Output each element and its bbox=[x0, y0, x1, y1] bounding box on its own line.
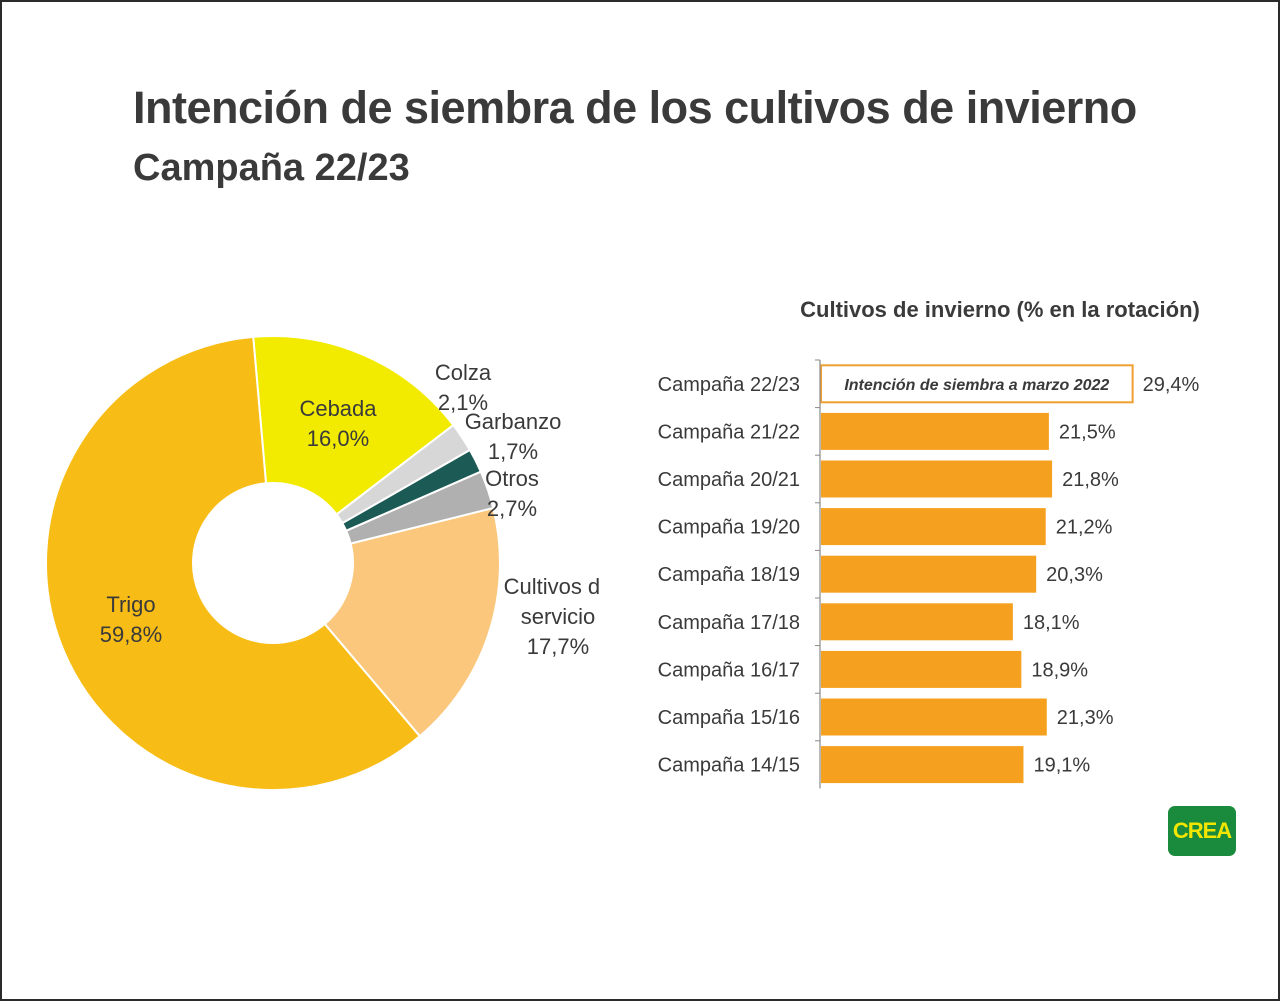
bar-value-label: 21,3% bbox=[1057, 707, 1114, 729]
bar bbox=[821, 746, 1024, 784]
category-label: Campaña 16/17 bbox=[658, 659, 800, 681]
bar bbox=[821, 650, 1022, 688]
bar-chart-title: Cultivos de invierno (% en la rotación) bbox=[800, 297, 1200, 322]
label-servicio: Cultivos de bbox=[504, 574, 600, 599]
bar-value-label: 21,2% bbox=[1056, 517, 1113, 539]
label-cebada: Cebada bbox=[299, 396, 377, 421]
category-label: Campaña 14/15 bbox=[658, 755, 800, 777]
category-label: Campaña 17/18 bbox=[658, 612, 800, 634]
label-servicio-1: servicio bbox=[521, 604, 596, 629]
crea-logo: CREA bbox=[1168, 806, 1236, 856]
value-cebada: 16,0% bbox=[307, 426, 369, 451]
slice-cebada bbox=[252, 335, 455, 516]
bar bbox=[821, 555, 1037, 593]
bar-chart: Cultivos de invierno (% en la rotación) C… bbox=[658, 297, 1200, 789]
donut-chart: Cebada 16,0% Colza 2,1%Garbanzo 1,7%Otros 2,7… bbox=[45, 335, 600, 791]
bar-highlight bbox=[820, 364, 1134, 404]
bar bbox=[821, 603, 1013, 641]
bar bbox=[821, 698, 1047, 736]
category-label: Campaña 21/22 bbox=[658, 421, 800, 443]
slice-servicio bbox=[323, 506, 501, 738]
category-label: Campaña 19/20 bbox=[658, 517, 800, 539]
value-servicio: 17,7% bbox=[527, 634, 589, 659]
label-otros: Otros bbox=[485, 466, 539, 491]
category-label: Campaña 15/16 bbox=[658, 707, 800, 729]
bar-value-label: 21,5% bbox=[1059, 421, 1116, 443]
bar-value-label: 18,9% bbox=[1031, 659, 1088, 681]
bar-value-label: 20,3% bbox=[1046, 564, 1103, 586]
crea-logo-text: CREA bbox=[1172, 818, 1232, 843]
bar-value-label: 29,4% bbox=[1143, 374, 1200, 396]
chart-subtitle: Campaña 22/23 bbox=[133, 147, 410, 189]
bar bbox=[821, 412, 1049, 450]
value-garbanzo: 1,7% bbox=[488, 439, 538, 464]
bar-highlight-text: Intención de siembra a marzo 2022 bbox=[844, 377, 1109, 394]
category-label: Campaña 18/19 bbox=[658, 564, 800, 586]
bar-value-label: 21,8% bbox=[1062, 469, 1119, 491]
label-trigo: Trigo bbox=[106, 592, 155, 617]
bar-value-label: 19,1% bbox=[1033, 755, 1090, 777]
label-garbanzo: Garbanzo bbox=[465, 409, 562, 434]
category-label: Campaña 20/21 bbox=[658, 469, 800, 491]
slice-trigo bbox=[45, 335, 422, 791]
chart-title: Intención de siembra de los cultivos de … bbox=[133, 82, 1137, 133]
bar bbox=[821, 508, 1046, 546]
value-otros: 2,7% bbox=[487, 496, 537, 521]
label-colza: Colza bbox=[435, 360, 492, 385]
bar bbox=[821, 460, 1053, 498]
value-trigo: 59,8% bbox=[100, 622, 162, 647]
bar-value-label: 18,1% bbox=[1023, 612, 1080, 634]
category-label: Campaña 22/23 bbox=[658, 374, 800, 396]
value-colza: 2,1% bbox=[438, 390, 488, 415]
